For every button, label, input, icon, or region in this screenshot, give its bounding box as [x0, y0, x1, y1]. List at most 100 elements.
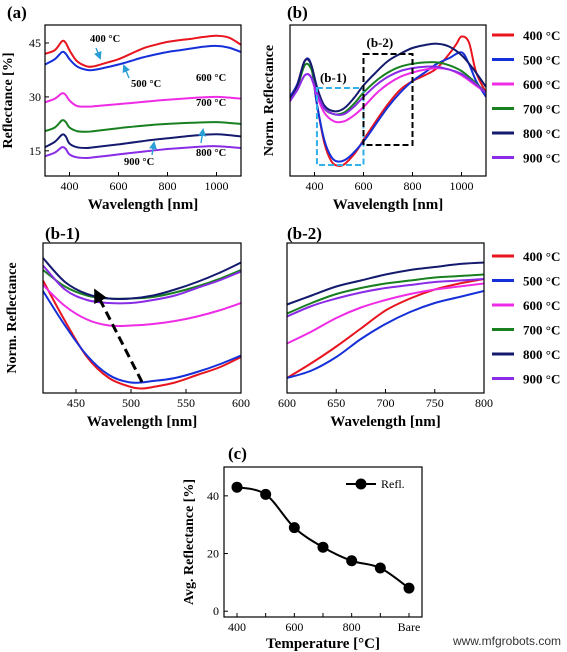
series-line [45, 44, 241, 72]
temperature-annotation: 400 °C [90, 34, 120, 45]
zoom-box-label: (b-2) [367, 35, 394, 50]
x-tick-label: 750 [426, 396, 444, 410]
y-axis-label: Reflectance [%] [1, 52, 16, 148]
legend-marker [355, 478, 367, 490]
x-tick-label: 400 [306, 179, 324, 193]
legend-label: 700 °C [523, 102, 560, 117]
x-tick-label: 400 [228, 620, 246, 634]
y-tick-label: 30 [29, 90, 41, 104]
x-tick-label: 600 [355, 179, 373, 193]
temperature-annotation: 600 °C [196, 73, 226, 84]
legend-label: 500 °C [523, 274, 560, 289]
legend-top: 400 °C 500 °C 600 °C 700 °C 800 °C 900 °C [492, 28, 560, 166]
data-point [231, 481, 243, 493]
series-line [45, 34, 241, 68]
y-axis-label: Norm. Reflectance [262, 45, 277, 156]
series-line [236, 486, 410, 590]
x-axis-label: Wavelength [nm] [330, 414, 440, 430]
legend-label: 900 °C [523, 151, 560, 166]
x-tick-label: 1000 [450, 179, 474, 193]
x-tick-label: 550 [177, 396, 195, 410]
x-tick-label: 500 [122, 396, 140, 410]
x-tick-label: 1000 [205, 179, 229, 193]
series-line [290, 61, 486, 116]
x-axis-label: Wavelength [nm] [88, 197, 198, 213]
legend-label: Refl. [381, 477, 405, 491]
temperature-annotation: 700 °C [196, 98, 226, 109]
temperature-annotation: 900 °C [124, 157, 154, 168]
x-axis-label: Wavelength [nm] [333, 197, 443, 213]
data-point [374, 562, 386, 574]
series-line [45, 133, 241, 150]
y-tick-label: 15 [29, 144, 41, 158]
x-axis-label: Wavelength [nm] [87, 414, 197, 430]
x-tick-label: 600 [278, 396, 296, 410]
series-line [45, 119, 241, 133]
annotation-arrow [149, 141, 157, 156]
panel-b2: 600 650 700 750 800 Wavelength [nm] (b-2) [278, 224, 493, 430]
y-tick-label: 0 [213, 604, 219, 618]
annotation-arrow [198, 128, 207, 144]
x-tick-label: 600 [285, 620, 303, 634]
x-tick-label: 650 [327, 396, 345, 410]
temperature-annotation: 800 °C [196, 148, 226, 159]
data-point [288, 522, 300, 534]
x-tick-label: 800 [159, 179, 177, 193]
x-tick-label: 400 [61, 179, 79, 193]
legend-label: 700 °C [523, 323, 560, 338]
series-line [287, 290, 484, 379]
series-line [43, 290, 241, 384]
legend-label: 400 °C [523, 249, 560, 264]
panel-label: (c) [228, 444, 247, 463]
x-tick-label: 600 [110, 179, 128, 193]
x-axis-label: Temperature [°C] [266, 636, 380, 652]
panel-label: (b-1) [45, 224, 80, 243]
series-line [45, 92, 241, 108]
panel-b1: 450 500 550 600 Wavelength [nm] Norm. Reflect… [5, 224, 250, 430]
legend-label: 900 °C [523, 372, 560, 387]
y-axis-label: Norm. Reflectance [5, 262, 20, 373]
data-point [317, 541, 329, 553]
zoom-box-b2 [362, 53, 414, 146]
trend-arrow [94, 288, 144, 383]
legend-mid: 400 °C 500 °C 600 °C 700 °C 800 °C 900 °C [492, 249, 560, 387]
series-line [43, 284, 241, 328]
legend-label: 400 °C [523, 28, 560, 43]
series-line [287, 278, 484, 379]
plot-frame [42, 242, 242, 394]
panel-c: 400 600 800 Bare 0 20 40 Temperature [°C] Avg. R… [182, 444, 423, 652]
panel-a: 400 600 800 1000 15 30 45 Wavelength [nm] Reflec… [1, 3, 242, 213]
series-line [290, 42, 486, 113]
annotation-arrow [122, 64, 130, 79]
data-point [403, 582, 415, 594]
y-tick-label: 45 [29, 36, 41, 50]
panel-b: 400 600 800 1000 Wavelength [nm] Norm. Reflec… [262, 3, 487, 213]
plot-frame [44, 24, 242, 177]
x-tick-label: 450 [67, 396, 85, 410]
legend-label: 500 °C [523, 53, 560, 68]
data-point [346, 555, 358, 567]
legend-label: 800 °C [523, 347, 560, 362]
temperature-annotation: 500 °C [131, 79, 161, 90]
x-tick-label: 600 [232, 396, 250, 410]
series-line [43, 257, 241, 300]
annotation-arrow [94, 47, 102, 60]
y-tick-label: 40 [207, 489, 219, 503]
series-line [45, 145, 241, 160]
series-line [287, 282, 484, 345]
x-tick-label: 800 [475, 396, 493, 410]
series-line [287, 273, 484, 315]
panel-label: (a) [7, 3, 27, 22]
series-line [287, 261, 484, 306]
legend-label: 800 °C [523, 126, 560, 141]
data-point [260, 488, 272, 500]
watermark-text: www.mfgrobots.com [452, 634, 561, 648]
x-tick-label: Bare [398, 620, 421, 634]
panel-label: (b-2) [287, 224, 322, 243]
legend-label: 600 °C [523, 298, 560, 313]
x-tick-label: 800 [343, 620, 361, 634]
x-tick-label: 700 [377, 396, 395, 410]
x-tick-label: 800 [404, 179, 422, 193]
series-line [287, 278, 484, 318]
